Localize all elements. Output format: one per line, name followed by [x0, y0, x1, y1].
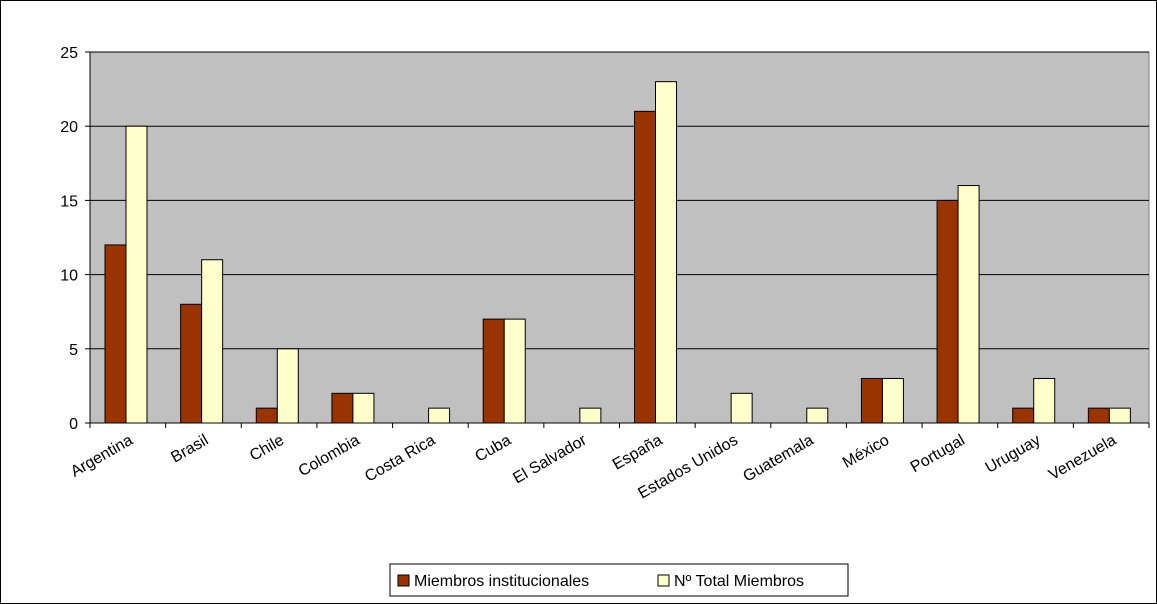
bar-total-miembros	[125, 125, 148, 424]
bar-miembros-institucionales	[1012, 407, 1035, 424]
bar-total-miembros	[806, 407, 829, 424]
plot-area	[89, 51, 1150, 424]
legend-entry: Miembros institucionales	[414, 573, 589, 590]
bar-total-miembros	[352, 392, 375, 424]
bars	[104, 81, 1131, 424]
bar-miembros-institucionales	[936, 199, 959, 424]
y-tick-label: 20	[60, 119, 78, 136]
y-tick-label: 15	[60, 193, 78, 210]
bar-total-miembros	[503, 318, 526, 424]
bar-total-miembros	[1108, 407, 1131, 424]
y-tick-label: 10	[60, 268, 78, 285]
y-tick-label: 5	[69, 342, 78, 359]
bar-total-miembros	[730, 392, 753, 424]
bar-total-miembros	[276, 348, 299, 424]
legend-swatch	[397, 574, 410, 587]
bar-total-miembros	[1033, 377, 1056, 424]
bar-total-miembros	[655, 81, 677, 424]
bar-total-miembros	[957, 185, 980, 424]
legend-box	[389, 563, 849, 597]
legend-swatch	[657, 574, 670, 587]
bar-total-miembros	[428, 407, 451, 424]
bar-miembros-institucionales	[860, 377, 883, 424]
bar-miembros-institucionales	[104, 244, 127, 424]
bar-miembros-institucionales	[482, 318, 505, 424]
bar-total-miembros	[881, 377, 904, 424]
bar-miembros-institucionales	[255, 407, 278, 424]
bar-miembros-institucionales	[634, 110, 656, 424]
bar-total-miembros	[579, 407, 602, 424]
bar-miembros-institucionales	[331, 392, 354, 424]
y-tick-label: 25	[60, 45, 78, 62]
bar-miembros-institucionales	[1087, 407, 1110, 424]
bar-total-miembros	[201, 259, 224, 424]
bar-miembros-institucionales	[180, 303, 203, 424]
legend-entry: Nº Total Miembros	[674, 573, 804, 590]
legend: Miembros institucionales Nº Total Miembro…	[389, 563, 849, 597]
y-tick-label: 0	[69, 416, 78, 433]
